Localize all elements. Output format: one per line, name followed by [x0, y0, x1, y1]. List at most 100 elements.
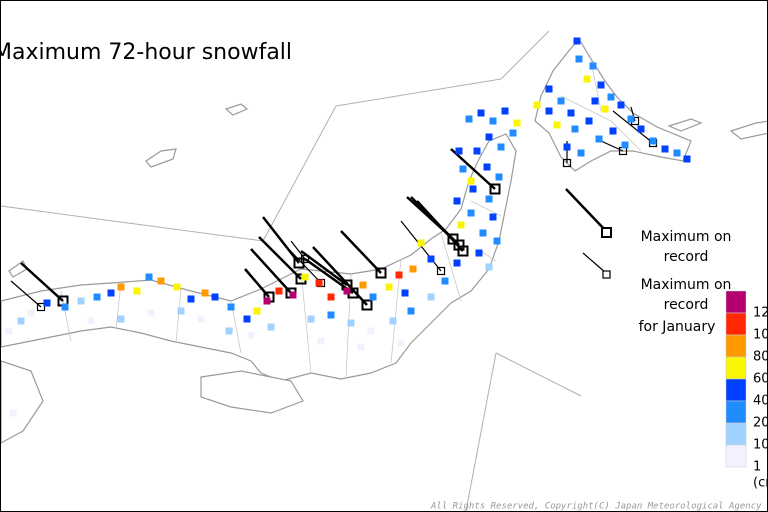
record-box	[457, 245, 469, 257]
station	[597, 81, 605, 89]
station	[327, 293, 335, 301]
station	[459, 165, 467, 173]
station	[17, 317, 25, 325]
copyright: All Rights Reserved, Copyright(C) Japan …	[430, 502, 762, 512]
station	[357, 343, 365, 351]
station	[145, 273, 153, 281]
scale-label: 60	[753, 372, 768, 387]
record-line	[304, 257, 354, 295]
station	[621, 141, 629, 149]
station	[275, 287, 283, 295]
record-box	[447, 233, 459, 245]
station	[107, 289, 115, 297]
station	[289, 291, 297, 299]
station	[557, 97, 565, 105]
legend-text: record	[664, 297, 709, 313]
record-box	[436, 266, 446, 276]
station	[497, 143, 505, 151]
station	[467, 209, 475, 217]
legend-text: for January	[639, 319, 716, 335]
record-line	[340, 230, 382, 274]
station	[637, 125, 645, 133]
scale-swatch	[725, 444, 747, 468]
station	[87, 317, 95, 325]
scale-swatch	[725, 422, 747, 446]
record-line	[20, 262, 64, 302]
record-box	[36, 302, 46, 312]
station	[577, 149, 585, 157]
scale-swatch	[725, 334, 747, 358]
station	[327, 311, 335, 319]
record-line	[450, 148, 496, 190]
station	[661, 145, 669, 153]
station	[627, 115, 635, 123]
legend-text: record	[664, 249, 709, 265]
scale-label: 1	[753, 460, 761, 475]
record-line	[262, 216, 300, 264]
station	[397, 339, 405, 347]
station	[495, 173, 503, 181]
station	[427, 293, 435, 301]
station	[117, 315, 125, 323]
record-box	[375, 267, 387, 279]
station	[147, 309, 155, 317]
station	[485, 133, 493, 141]
station	[601, 105, 609, 113]
station	[473, 147, 481, 155]
station	[453, 259, 461, 267]
legend-text: Maximum on	[641, 229, 732, 245]
station	[493, 237, 501, 245]
station	[315, 279, 323, 287]
scale-label: 80	[753, 350, 768, 365]
station	[585, 117, 593, 125]
station	[253, 307, 261, 315]
station	[477, 109, 485, 117]
station	[475, 249, 483, 257]
record-line	[250, 248, 292, 294]
map-title: Maximum 72-hour snowfall	[1, 40, 292, 65]
station	[617, 101, 625, 109]
color-scale: 120 100 80 60 40 20 10 1	[725, 290, 768, 475]
legend-record-symbol	[601, 227, 612, 238]
station	[157, 277, 165, 285]
station	[583, 75, 591, 83]
station	[61, 303, 69, 311]
station	[591, 97, 599, 105]
station	[243, 315, 251, 323]
station	[93, 293, 101, 301]
station	[401, 289, 409, 297]
record-box	[361, 299, 373, 311]
record-box	[300, 254, 310, 264]
record-line	[258, 236, 302, 280]
record-markers	[10, 106, 658, 312]
station	[197, 315, 205, 323]
station	[453, 197, 461, 205]
scale-swatch	[725, 378, 747, 402]
station	[545, 107, 553, 115]
station	[43, 299, 51, 307]
legend-text: Maximum on	[641, 277, 732, 293]
station	[247, 331, 255, 339]
station	[267, 323, 275, 331]
record-line	[612, 110, 654, 144]
station	[441, 277, 449, 285]
station	[133, 287, 141, 295]
record-line	[416, 200, 464, 252]
scale-label: 20	[753, 416, 768, 431]
station	[485, 263, 493, 271]
station	[533, 101, 541, 109]
station	[575, 55, 583, 63]
station	[27, 309, 35, 317]
land	[1, 37, 767, 444]
station	[673, 149, 681, 157]
station	[117, 283, 125, 291]
station	[369, 293, 377, 301]
station-markers	[5, 37, 691, 417]
station	[489, 213, 497, 221]
station	[77, 297, 85, 305]
station	[211, 293, 219, 301]
station	[417, 239, 425, 247]
station	[389, 317, 397, 325]
sea-boundaries	[1, 30, 582, 511]
station	[489, 117, 497, 125]
